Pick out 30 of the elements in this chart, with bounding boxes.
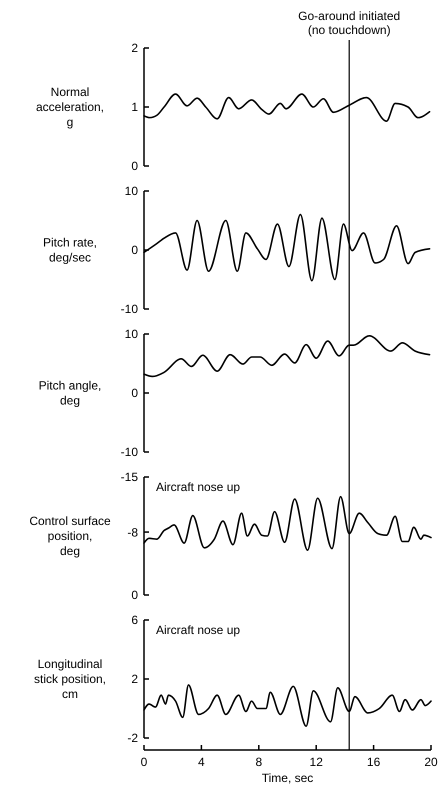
x-tick-label: 8 [255,755,262,769]
y-tick-label: 0 [131,243,138,258]
x-tick-label: 4 [198,755,206,769]
y-tick-label: 0 [131,386,138,400]
y-tick-label: -10 [120,445,138,460]
y-tick-label: -15 [120,470,138,484]
y-tick-label: -8 [127,525,138,540]
y-tick-label: 2 [131,41,138,56]
x-tick-label: 0 [140,755,148,769]
y-tick-label: 10 [124,327,138,342]
y-tick-label: 0 [131,588,138,602]
y-tick-label: 1 [131,100,138,114]
x-axis-title: Time, sec [262,771,314,785]
y-tick-label: 10 [124,184,138,198]
x-tick-label: 12 [310,755,324,769]
y-axis-title: Normal acceleration, g [36,85,104,130]
annotation: Aircraft nose up [156,480,240,494]
x-tick-label: 16 [366,755,381,769]
y-axis-title: Pitch angle, deg [38,378,102,408]
y-axis-title: Control surface position, deg [29,514,112,558]
y-tick-label: -2 [127,731,138,746]
ref-line-label: Go-around initiated (no touchdown) [298,9,400,37]
y-tick-label: 2 [131,672,138,686]
annotation: Aircraft nose up [156,623,240,638]
y-tick-label: 0 [131,159,138,174]
y-axis-title: Longitudinal stick position, cm [34,657,106,702]
y-tick-label: -10 [120,302,138,316]
x-tick-label: 20 [424,755,438,769]
y-axis-title: Pitch rate, deg/sec [42,236,98,265]
y-tick-label: 6 [131,613,138,628]
